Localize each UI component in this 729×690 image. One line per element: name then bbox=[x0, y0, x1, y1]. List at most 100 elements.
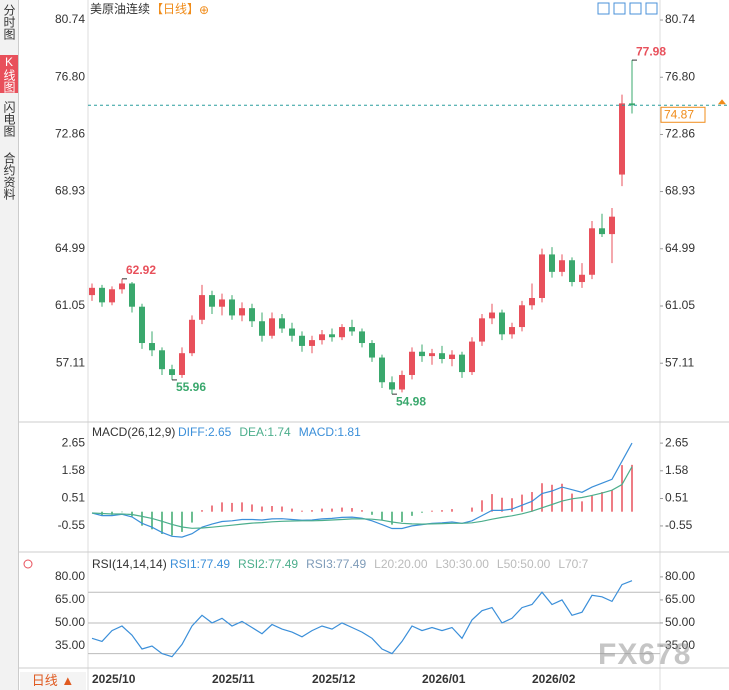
level-label: L30:30.00 bbox=[436, 557, 490, 571]
sidebar-tab[interactable]: 合约资料 bbox=[2, 152, 16, 200]
sidebar-tab[interactable]: K线图 bbox=[0, 55, 18, 93]
y-tick-label: 35.00 bbox=[665, 638, 695, 652]
legend-item: RSI3:77.49 bbox=[306, 557, 366, 571]
y-tick-label: 0.51 bbox=[62, 491, 86, 505]
candle-body bbox=[379, 357, 385, 383]
y-tick-label: 0.51 bbox=[665, 491, 689, 505]
y-tick-label: 68.93 bbox=[665, 184, 695, 198]
rsi-title: RSI(14,14,14) bbox=[92, 557, 167, 571]
y-tick-label: 76.80 bbox=[665, 69, 695, 83]
candle-body bbox=[329, 334, 335, 338]
y-tick-label: 50.00 bbox=[665, 615, 695, 629]
candle-body bbox=[209, 295, 215, 307]
y-tick-label: 65.00 bbox=[55, 592, 85, 606]
candle-body bbox=[119, 283, 125, 290]
y-tick-label: 57.11 bbox=[665, 355, 694, 369]
y-tick-label: 57.11 bbox=[56, 355, 85, 369]
candle-body bbox=[479, 318, 485, 342]
sidebar: 分时图 K线图闪电图合约资料 bbox=[0, 0, 19, 690]
y-tick-label: 72.86 bbox=[55, 127, 85, 141]
candle-body bbox=[589, 228, 595, 275]
y-tick-label: 35.00 bbox=[55, 638, 85, 652]
y-tick-label: -0.55 bbox=[58, 518, 86, 532]
candle-body bbox=[149, 343, 155, 351]
toolbar-icons[interactable] bbox=[597, 2, 658, 15]
y-tick-label: 80.00 bbox=[665, 569, 695, 583]
candle-body bbox=[399, 374, 405, 390]
candle-body bbox=[619, 103, 625, 175]
candle-body bbox=[269, 318, 275, 336]
extreme-label: 54.98 bbox=[396, 394, 426, 408]
candle-body bbox=[499, 312, 505, 335]
period-button[interactable]: 日线 ▲ bbox=[20, 672, 86, 690]
icon[interactable] bbox=[613, 2, 626, 15]
candle-body bbox=[109, 289, 115, 303]
title-icon[interactable]: ⊕ bbox=[199, 3, 209, 17]
y-tick-label: 80.74 bbox=[55, 12, 85, 26]
series-line bbox=[91, 580, 633, 658]
candle-body bbox=[169, 369, 175, 375]
period-label: 【日线】 bbox=[151, 2, 199, 16]
x-tick-label: 2025/12 bbox=[312, 672, 356, 686]
candle-body bbox=[189, 319, 195, 354]
sidebar-tab[interactable]: 闪电图 bbox=[2, 101, 16, 137]
candle-body bbox=[429, 353, 435, 357]
last-price-label: 74.87 bbox=[664, 107, 694, 121]
candle-body bbox=[569, 260, 575, 283]
candle-body bbox=[519, 305, 525, 328]
x-tick-label: 2025/11 bbox=[212, 672, 255, 686]
candle-body bbox=[279, 318, 285, 329]
macd-title: MACD(26,12,9) bbox=[92, 425, 175, 439]
candle-body bbox=[609, 216, 615, 235]
candle-body bbox=[449, 354, 455, 360]
level-label: L20:20.00 bbox=[374, 557, 428, 571]
y-tick-label: 64.99 bbox=[665, 241, 695, 255]
candle-body bbox=[629, 103, 635, 106]
icon[interactable] bbox=[629, 2, 642, 15]
y-tick-label: -0.55 bbox=[665, 518, 693, 532]
candle-body bbox=[549, 254, 555, 272]
y-tick-label: 80.00 bbox=[55, 569, 85, 583]
y-tick-label: 2.65 bbox=[62, 435, 86, 449]
chart-title: 美原油连续 bbox=[90, 1, 150, 16]
extreme-label: 62.92 bbox=[126, 263, 156, 277]
candle-body bbox=[229, 299, 235, 316]
y-tick-label: 65.00 bbox=[665, 592, 695, 606]
candle-body bbox=[419, 351, 425, 357]
legend-item: RSI2:77.49 bbox=[238, 557, 298, 571]
candle-body bbox=[469, 341, 475, 373]
sidebar-tab[interactable]: 分时图 bbox=[2, 4, 16, 40]
y-tick-label: 72.86 bbox=[665, 127, 695, 141]
candle-body bbox=[139, 306, 145, 344]
icon[interactable] bbox=[597, 2, 610, 15]
candle-body bbox=[319, 334, 325, 341]
y-tick-label: 80.74 bbox=[665, 12, 695, 26]
candle-body bbox=[339, 327, 345, 338]
candle-body bbox=[539, 254, 545, 299]
candle-body bbox=[299, 335, 305, 346]
y-tick-label: 76.80 bbox=[55, 69, 85, 83]
candle-body bbox=[459, 354, 465, 373]
legend-item: MACD:1.81 bbox=[299, 425, 361, 439]
candle-body bbox=[359, 331, 365, 344]
level-label: L50:50.00 bbox=[497, 557, 551, 571]
x-tick-label: 2026/02 bbox=[532, 672, 576, 686]
icon[interactable] bbox=[645, 2, 658, 15]
candle-body bbox=[289, 328, 295, 336]
extreme-label: 55.96 bbox=[176, 380, 206, 394]
candle-body bbox=[239, 308, 245, 316]
legend-item: RSI1:77.49 bbox=[170, 557, 230, 571]
level-label: L70:7 bbox=[558, 557, 588, 571]
legend-item: DEA:1.74 bbox=[239, 425, 291, 439]
candle-body bbox=[489, 312, 495, 319]
last-price-arrow bbox=[718, 99, 726, 105]
candle-body bbox=[129, 283, 135, 307]
y-tick-label: 64.99 bbox=[55, 241, 85, 255]
settings-icon[interactable] bbox=[23, 559, 33, 569]
candle-body bbox=[199, 295, 205, 320]
last-price-box bbox=[660, 106, 706, 123]
series-line bbox=[91, 466, 633, 529]
candle-body bbox=[89, 287, 95, 296]
